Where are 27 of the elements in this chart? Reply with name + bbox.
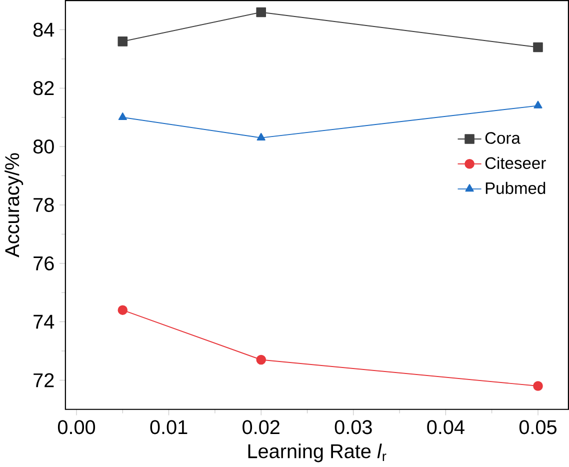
y-tick-label: 82 — [33, 81, 54, 96]
point — [533, 42, 543, 52]
y-tick-label: 84 — [33, 22, 54, 37]
x-tick-label: 0.04 — [427, 420, 464, 434]
x-tick-label: 0.03 — [334, 420, 372, 434]
legend-label: Citeseer — [485, 156, 546, 170]
x-tick-label: 0.00 — [58, 420, 96, 434]
y-tick-label: 80 — [33, 140, 54, 154]
y-tick-label: 72 — [34, 373, 54, 388]
y-tick-label: 76 — [34, 256, 54, 271]
x-tick-label: 0.05 — [519, 420, 556, 434]
x-axis-title: Learning Rate l$_{r}$ — [248, 444, 386, 462]
point — [118, 305, 128, 316]
y-axis-title: Accuracy/% — [4, 153, 24, 258]
point — [256, 7, 266, 18]
point — [118, 112, 127, 120]
point — [256, 133, 266, 141]
legend-label: Pubmed — [486, 182, 546, 194]
point — [118, 36, 128, 46]
legend-label: Cora — [485, 132, 520, 144]
point — [534, 100, 542, 108]
x-tick-label: 0.01 — [150, 420, 188, 434]
x-tick-label: 0.02 — [242, 420, 280, 434]
y-tick-label: 74 — [34, 315, 54, 329]
point — [256, 354, 266, 365]
point — [533, 381, 543, 392]
y-tick-label: 78 — [34, 198, 54, 212]
